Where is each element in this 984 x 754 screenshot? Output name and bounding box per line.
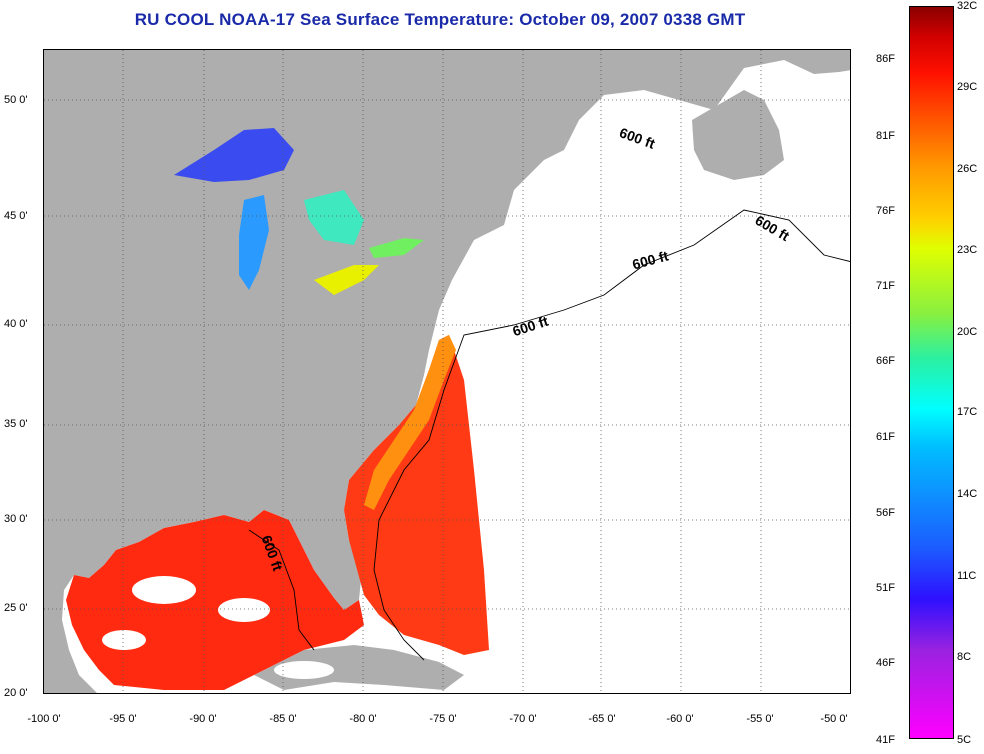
lake-michigan [239,195,269,290]
lon-label: -70 0' [509,713,537,725]
lon-label: -50 0' [820,713,848,725]
lon-label: -90 0' [189,713,217,725]
colorbar-fahrenheit-label: 51F [876,582,895,594]
lon-label: -95 0' [109,713,137,725]
lat-label: 35 0' [4,418,28,430]
colorbar-fahrenheit-label: 41F [876,734,895,746]
lake-huron [304,190,364,245]
colorbar-fahrenheit-label: 71F [876,280,895,292]
colorbar-fahrenheit-label: 76F [876,205,895,217]
isobath-600ft [373,209,850,661]
land-newfoundland [692,90,784,180]
colorbar-celsius-label: 17C [957,406,978,418]
lon-label: -100 0' [27,713,61,725]
colorbar-celsius-label: 5C [957,734,972,746]
colorbar-celsius-label: 11C [957,570,977,582]
temperature-colorbar [909,6,954,739]
colorbar-celsius-label: 32C [957,0,978,12]
sst-map: 600 ft 600 ft 600 ft 600 ft 600 ft [43,49,851,694]
graticule [44,50,850,693]
colorbar-celsius-label: 8C [957,651,972,663]
lake-ontario [369,238,424,258]
sst-shelf-band [364,335,456,510]
lake-erie [314,265,379,295]
cloud-patch [274,661,334,679]
lon-label: -75 0' [429,713,457,725]
lon-label: -80 0' [349,713,377,725]
lat-label: 20 0' [4,687,28,699]
map-title: RU COOL NOAA-17 Sea Surface Temperature:… [134,10,746,29]
sst-map-canvas [44,50,850,693]
lat-label: 50 0' [4,94,28,106]
lat-label: 25 0' [4,602,28,614]
sst-atlantic [344,335,489,655]
isobath-600ft-gulf [248,529,315,651]
colorbar-celsius-label: 14C [957,488,978,500]
lon-label: -65 0' [588,713,616,725]
colorbar-fahrenheit-label: 81F [876,130,895,142]
cloud-patch [218,598,270,622]
lake-superior [174,128,294,182]
lon-label: -55 0' [746,713,774,725]
cloud-patch [102,630,146,650]
cloud-patch [132,576,196,604]
colorbar-celsius-label: 29C [957,81,978,93]
colorbar-fahrenheit-label: 66F [876,355,895,367]
colorbar-celsius-label: 20C [957,326,978,338]
colorbar-fahrenheit-label: 46F [876,657,895,669]
lat-label: 45 0' [4,210,28,222]
lon-label: -60 0' [666,713,694,725]
lat-label: 40 0' [4,318,28,330]
lat-label: 30 0' [4,513,28,525]
shelf-no-data-north [454,95,784,350]
colorbar-fahrenheit-label: 86F [876,53,895,65]
colorbar-fahrenheit-label: 61F [876,431,895,443]
colorbar-celsius-label: 26C [957,163,978,175]
lon-label: -85 0' [269,713,297,725]
colorbar-celsius-label: 23C [957,244,978,256]
colorbar-fahrenheit-label: 56F [876,507,895,519]
